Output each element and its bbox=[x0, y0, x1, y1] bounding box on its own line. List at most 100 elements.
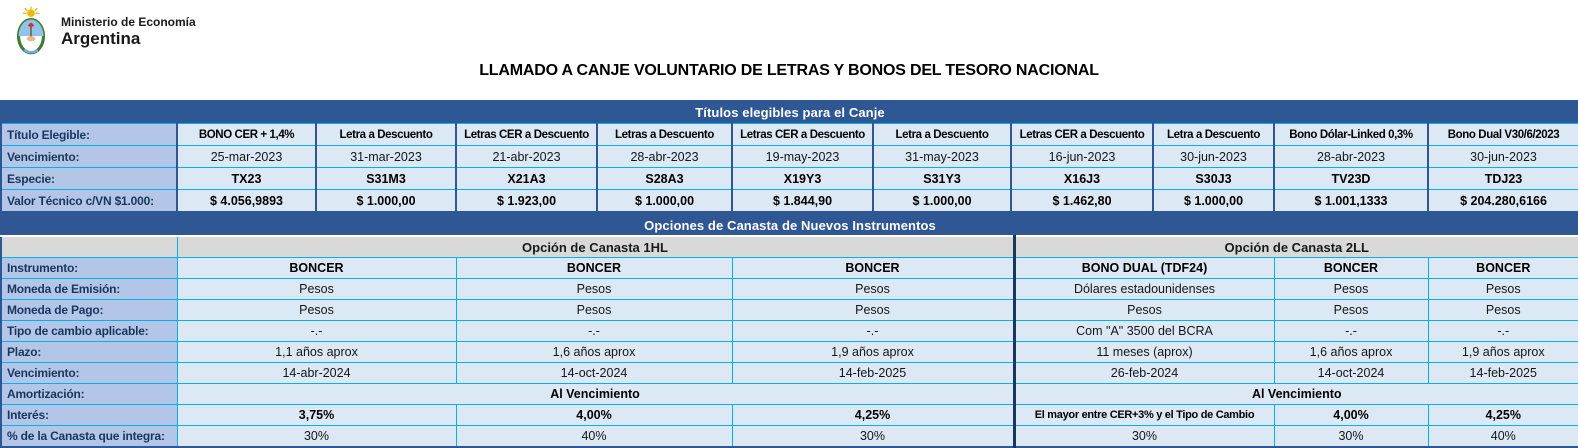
cell: 14-feb-2025 bbox=[731, 362, 1014, 384]
cell: 28-abr-2023 bbox=[596, 145, 732, 168]
cell: -.- bbox=[731, 320, 1014, 342]
cell: $ 1.000,00 bbox=[1152, 189, 1274, 213]
cell: Pesos bbox=[1012, 299, 1274, 321]
country-name: Argentina bbox=[61, 28, 141, 48]
row-interes: Interés: 3,75% 4,00% 4,25% El mayor entr… bbox=[0, 404, 1578, 426]
cell: X21A3 bbox=[455, 167, 597, 190]
cell: BONCER bbox=[731, 257, 1014, 279]
row-label: Tipo de cambio aplicable: bbox=[0, 320, 177, 342]
cell: Com "A" 3500 del BCRA bbox=[1012, 320, 1274, 342]
cell: Pesos bbox=[1273, 278, 1428, 300]
cell: -.- bbox=[1427, 320, 1578, 342]
row-vencimiento-canasta: Vencimiento: 14-abr-2024 14-oct-2024 14-… bbox=[0, 362, 1578, 384]
cell: $ 1.000,00 bbox=[315, 189, 456, 213]
basket-group-2ll-label: Opción de Canasta 2LL bbox=[1012, 235, 1578, 258]
cell: BONCER bbox=[455, 257, 732, 279]
cell: Letra a Descuento bbox=[872, 123, 1011, 146]
cell: Letra a Descuento bbox=[1152, 123, 1274, 146]
cell: 28-abr-2023 bbox=[1273, 145, 1428, 168]
cell: $ 1.000,00 bbox=[872, 189, 1011, 213]
cell: 11 meses (aprox) bbox=[1012, 341, 1274, 363]
cell: 1,6 años aprox bbox=[1273, 341, 1428, 363]
cell: Pesos bbox=[731, 299, 1014, 321]
cell: $ 1.001,1333 bbox=[1273, 189, 1428, 213]
cell: BONCER bbox=[1427, 257, 1578, 279]
cell: 1,1 años aprox bbox=[176, 341, 456, 363]
cell: 4,25% bbox=[1427, 404, 1578, 426]
argentina-coat-of-arms-icon bbox=[16, 6, 46, 55]
cell: Pesos bbox=[731, 278, 1014, 300]
cell: 31-mar-2023 bbox=[315, 145, 456, 168]
cell: 4,00% bbox=[1273, 404, 1428, 426]
row-titulo-elegible: Título Elegible: BONO CER + 1,4% Letra a… bbox=[0, 123, 1578, 146]
row-tipo-cambio: Tipo de cambio aplicable: -.- -.- -.- Co… bbox=[0, 320, 1578, 342]
cell: 26-feb-2024 bbox=[1012, 362, 1274, 384]
section-title-baskets: Opciones de Canasta de Nuevos Instrument… bbox=[0, 214, 1578, 237]
row-label: Título Elegible: bbox=[0, 123, 177, 146]
cell: X19Y3 bbox=[731, 167, 873, 190]
row-moneda-emision: Moneda de Emisión: Pesos Pesos Pesos Dól… bbox=[0, 278, 1578, 300]
cell: -.- bbox=[1273, 320, 1428, 342]
blank-cell bbox=[0, 235, 177, 258]
ministry-name: Ministerio de Economía bbox=[61, 15, 196, 30]
cell: El mayor entre CER+3% y el Tipo de Cambi… bbox=[1012, 404, 1274, 426]
cell: $ 1.000,00 bbox=[596, 189, 732, 213]
cell: Pesos bbox=[176, 278, 456, 300]
cell: Letras CER a Descuento bbox=[1010, 123, 1153, 146]
basket-options-table: Opciones de Canasta de Nuevos Instrument… bbox=[0, 213, 1578, 448]
cell: 19-may-2023 bbox=[731, 145, 873, 168]
cell: 14-oct-2024 bbox=[1273, 362, 1428, 384]
cell: BONO CER + 1,4% bbox=[176, 123, 316, 146]
cell: 14-oct-2024 bbox=[455, 362, 732, 384]
row-instrumento: Instrumento: BONCER BONCER BONCER BONO D… bbox=[0, 257, 1578, 279]
basket-group-header-row: Opción de Canasta 1HL Opción de Canasta … bbox=[0, 235, 1578, 258]
cell: S31Y3 bbox=[872, 167, 1011, 190]
cell: $ 1.844,90 bbox=[731, 189, 873, 213]
row-label: Instrumento: bbox=[0, 257, 177, 279]
cell: $ 1.923,00 bbox=[455, 189, 597, 213]
cell: 1,9 años aprox bbox=[1427, 341, 1578, 363]
cell: 4,00% bbox=[455, 404, 732, 426]
cell: 25-mar-2023 bbox=[176, 145, 316, 168]
cell: $ 204.280,6166 bbox=[1426, 189, 1578, 213]
row-label: Valor Técnico c/VN $1.000: bbox=[0, 189, 177, 213]
row-label: Moneda de Emisión: bbox=[0, 278, 177, 300]
cell: 1,6 años aprox bbox=[455, 341, 732, 363]
cell: S28A3 bbox=[596, 167, 732, 190]
cell: BONCER bbox=[176, 257, 456, 279]
row-amortizacion: Amortización: Al Vencimiento Al Vencimie… bbox=[0, 383, 1578, 405]
page-title: LLAMADO A CANJE VOLUNTARIO DE LETRAS Y B… bbox=[479, 62, 1099, 79]
cell: Dólares estadounidenses bbox=[1012, 278, 1274, 300]
cell: Pesos bbox=[1427, 299, 1578, 321]
row-label: Amortización: bbox=[0, 383, 177, 405]
cell: TDJ23 bbox=[1426, 167, 1578, 190]
cell: TV23D bbox=[1273, 167, 1428, 190]
logo-text: Ministerio de Economía Argentina bbox=[61, 15, 196, 48]
cell: BONO DUAL (TDF24) bbox=[1012, 257, 1274, 279]
cell: Letra a Descuento bbox=[315, 123, 456, 146]
cell: Bono Dual V30/6/2023 bbox=[1426, 123, 1578, 146]
cell: Pesos bbox=[1273, 299, 1428, 321]
row-valor-tecnico: Valor Técnico c/VN $1.000: $ 4.056,9893 … bbox=[0, 189, 1578, 213]
cell: BONCER bbox=[1273, 257, 1428, 279]
cell: Pesos bbox=[176, 299, 456, 321]
eligible-titles-table: Títulos elegibles para el Canje Título E… bbox=[0, 100, 1578, 213]
cell: 14-feb-2025 bbox=[1427, 362, 1578, 384]
cell: Pesos bbox=[1427, 278, 1578, 300]
cell: 4,25% bbox=[731, 404, 1014, 426]
cell: Pesos bbox=[455, 299, 732, 321]
section-header-row: Títulos elegibles para el Canje bbox=[0, 101, 1578, 124]
ministry-logo: Ministerio de Economía Argentina bbox=[10, 6, 196, 58]
cell: X16J3 bbox=[1010, 167, 1153, 190]
row-label: Moneda de Pago: bbox=[0, 299, 177, 321]
row-label: Vencimiento: bbox=[0, 145, 177, 168]
row-label: Interés: bbox=[0, 404, 177, 426]
cell: -.- bbox=[455, 320, 732, 342]
cell: Letras CER a Descuento bbox=[731, 123, 873, 146]
cell: Bono Dólar-Linked 0,3% bbox=[1273, 123, 1428, 146]
cell: 16-jun-2023 bbox=[1010, 145, 1153, 168]
cell: S31M3 bbox=[315, 167, 456, 190]
cell: -.- bbox=[176, 320, 456, 342]
section-title-eligible: Títulos elegibles para el Canje bbox=[0, 101, 1578, 124]
cell: Pesos bbox=[455, 278, 732, 300]
